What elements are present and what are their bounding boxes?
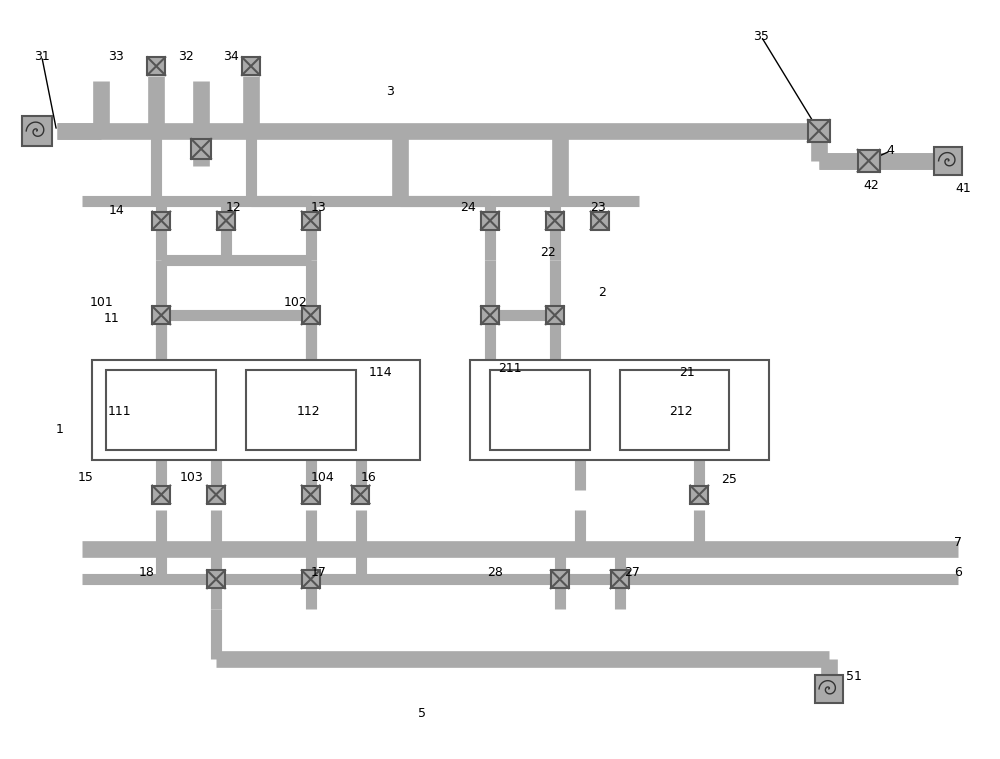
Text: 33: 33: [109, 49, 124, 63]
Text: 16: 16: [361, 471, 376, 484]
Bar: [546, 307, 564, 324]
Bar: [152, 486, 170, 503]
Text: 31: 31: [34, 49, 50, 63]
Text: 34: 34: [223, 49, 239, 63]
Text: 4: 4: [887, 144, 895, 157]
Text: 112: 112: [297, 405, 321, 418]
Text: 6: 6: [954, 565, 962, 579]
Text: 212: 212: [670, 405, 693, 418]
Bar: [242, 57, 260, 75]
Bar: [470, 360, 769, 460]
Text: 42: 42: [864, 179, 880, 192]
Bar: [551, 570, 569, 588]
Text: 32: 32: [178, 49, 194, 63]
Text: 104: 104: [311, 471, 335, 484]
Text: 14: 14: [109, 204, 124, 217]
Bar: [92, 360, 420, 460]
Bar: [106, 370, 216, 450]
Bar: [815, 675, 843, 703]
Text: 17: 17: [311, 565, 327, 579]
Text: 28: 28: [487, 565, 503, 579]
Text: 18: 18: [138, 565, 154, 579]
Bar: [934, 146, 962, 175]
Text: 114: 114: [369, 366, 392, 379]
Text: 12: 12: [226, 201, 242, 214]
Bar: [302, 307, 320, 324]
Bar: [302, 570, 320, 588]
Text: 13: 13: [311, 201, 327, 214]
Bar: [690, 486, 708, 503]
Text: 7: 7: [954, 536, 962, 549]
Bar: [481, 212, 499, 229]
Bar: [207, 570, 225, 588]
Bar: [207, 486, 225, 503]
Bar: [620, 370, 729, 450]
Text: 101: 101: [90, 296, 113, 309]
Text: 11: 11: [104, 312, 119, 325]
Bar: [302, 486, 320, 503]
Bar: [546, 212, 564, 229]
Bar: [302, 212, 320, 229]
Text: 5: 5: [418, 707, 426, 720]
Text: 111: 111: [108, 405, 131, 418]
Text: 24: 24: [460, 201, 476, 214]
Text: 1: 1: [56, 424, 64, 436]
Bar: [858, 150, 880, 172]
Text: 15: 15: [78, 471, 93, 484]
Text: 2: 2: [598, 286, 606, 299]
Bar: [246, 370, 356, 450]
Text: 211: 211: [498, 361, 522, 374]
Text: 102: 102: [284, 296, 308, 309]
Bar: [808, 120, 830, 142]
Text: 25: 25: [721, 473, 737, 486]
Text: 41: 41: [955, 182, 971, 195]
Bar: [152, 307, 170, 324]
Bar: [481, 307, 499, 324]
Bar: [490, 370, 590, 450]
Bar: [352, 486, 369, 503]
Bar: [147, 57, 165, 75]
Text: 27: 27: [625, 565, 640, 579]
Text: 23: 23: [590, 201, 606, 214]
Bar: [191, 139, 211, 159]
Bar: [217, 212, 235, 229]
Bar: [152, 212, 170, 229]
Bar: [611, 570, 629, 588]
Text: 103: 103: [179, 471, 203, 484]
Bar: [22, 116, 52, 146]
Text: 51: 51: [846, 670, 862, 683]
Text: 21: 21: [679, 366, 695, 379]
Text: 3: 3: [386, 84, 394, 98]
Text: 35: 35: [753, 30, 769, 43]
Bar: [591, 212, 609, 229]
Text: 22: 22: [540, 246, 556, 259]
